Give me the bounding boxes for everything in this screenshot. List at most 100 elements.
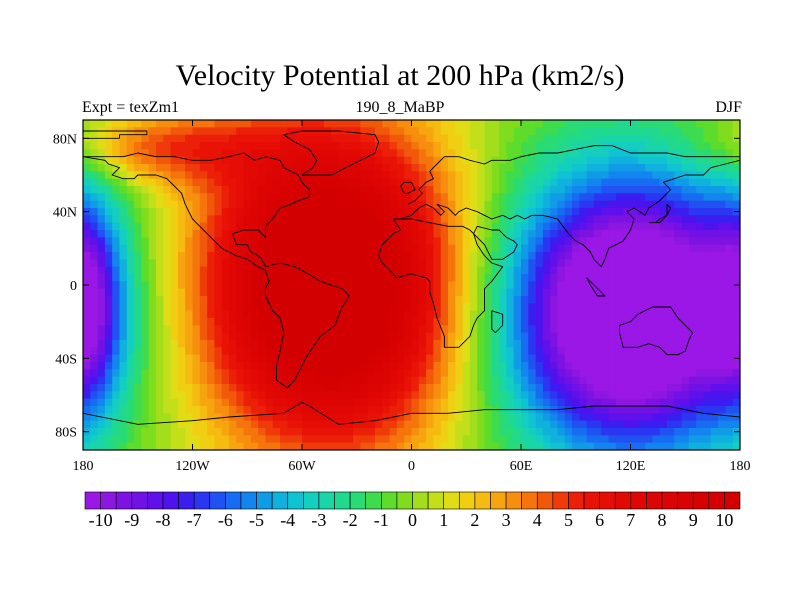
field-cell [126, 369, 135, 378]
field-cell [513, 281, 522, 290]
field-cell [243, 222, 252, 231]
coastline-group [83, 120, 740, 425]
field-cell [272, 288, 281, 297]
field-cell [396, 413, 405, 422]
field-cell [572, 230, 580, 238]
field-cell [141, 288, 150, 297]
field-cell [725, 354, 734, 363]
field-cell [732, 369, 740, 378]
field-cell [645, 142, 653, 150]
field-cell [477, 435, 485, 444]
field-cell [199, 222, 208, 231]
field-cell [579, 384, 588, 392]
field-cell [163, 244, 171, 253]
field-cell [564, 332, 573, 341]
field-cell [214, 288, 223, 297]
field-cell [389, 178, 398, 187]
field-cell [528, 325, 536, 334]
field-cell [491, 354, 500, 363]
field-cell [528, 281, 536, 290]
field-cell [331, 208, 339, 216]
field-cell [550, 142, 558, 150]
field-cell [126, 244, 135, 253]
field-cell [214, 354, 223, 363]
field-cell [674, 428, 682, 436]
field-cell [265, 303, 274, 312]
field-cell [90, 332, 98, 341]
field-cell [134, 413, 142, 422]
field-cell [163, 435, 171, 444]
field-cell [287, 193, 296, 202]
field-cell [170, 281, 179, 290]
field-cell [316, 281, 325, 290]
field-cell [513, 186, 522, 194]
field-cell [404, 266, 412, 275]
field-cell [674, 222, 682, 231]
field-cell [491, 244, 500, 253]
field-cell [586, 266, 595, 275]
field-cell [535, 398, 544, 407]
field-cell [623, 288, 631, 297]
field-cell [141, 274, 150, 282]
field-cell [338, 134, 347, 143]
field-cell [732, 347, 740, 356]
field-cell [586, 237, 595, 246]
colorbar-box [724, 491, 741, 510]
field-cell [199, 120, 208, 128]
field-cell [623, 222, 631, 231]
field-cell [396, 274, 405, 282]
field-cell [375, 215, 383, 224]
field-cell [375, 149, 383, 158]
colorbar-label: 3 [502, 510, 511, 530]
field-cell [499, 252, 507, 260]
colorbar-label: 2 [470, 510, 479, 530]
field-cell [309, 215, 317, 224]
field-cell [177, 413, 186, 422]
field-cell [681, 384, 690, 392]
field-cell [710, 171, 719, 180]
field-cell [703, 288, 712, 297]
field-cell [243, 274, 252, 282]
field-cell [104, 200, 113, 209]
field-cell [294, 208, 303, 216]
field-cell [535, 296, 544, 304]
field-cell [630, 362, 639, 370]
field-cell [732, 120, 740, 128]
field-cell [280, 171, 288, 180]
field-cell [623, 274, 631, 282]
field-cell [112, 120, 120, 128]
field-cell [345, 413, 354, 422]
field-cell [309, 332, 317, 341]
field-cell [177, 178, 186, 187]
field-cell [448, 413, 456, 422]
field-cell [229, 193, 237, 202]
field-cell [141, 134, 150, 143]
field-cell [112, 391, 120, 400]
field-cell [375, 369, 383, 378]
field-cell [119, 178, 128, 187]
field-cell [250, 134, 259, 143]
field-cell [535, 384, 544, 392]
field-cell [469, 325, 478, 334]
field-cell [221, 318, 230, 326]
field-cell [97, 325, 106, 334]
field-cell [112, 332, 120, 341]
field-cell [272, 428, 281, 436]
field-cell [177, 274, 186, 282]
field-cell [513, 178, 522, 187]
field-cell [126, 252, 135, 260]
field-cell [667, 193, 675, 202]
field-cell [572, 127, 580, 136]
field-cell [250, 340, 259, 348]
field-cell [83, 237, 91, 246]
field-cell [418, 296, 427, 304]
field-cell [90, 208, 98, 216]
field-cell [375, 332, 383, 341]
field-cell [564, 391, 573, 400]
field-cell [207, 310, 215, 319]
field-cell [615, 120, 624, 128]
field-cell [294, 318, 303, 326]
field-cell [506, 391, 515, 400]
field-cell [90, 215, 98, 224]
field-cell [185, 413, 193, 422]
